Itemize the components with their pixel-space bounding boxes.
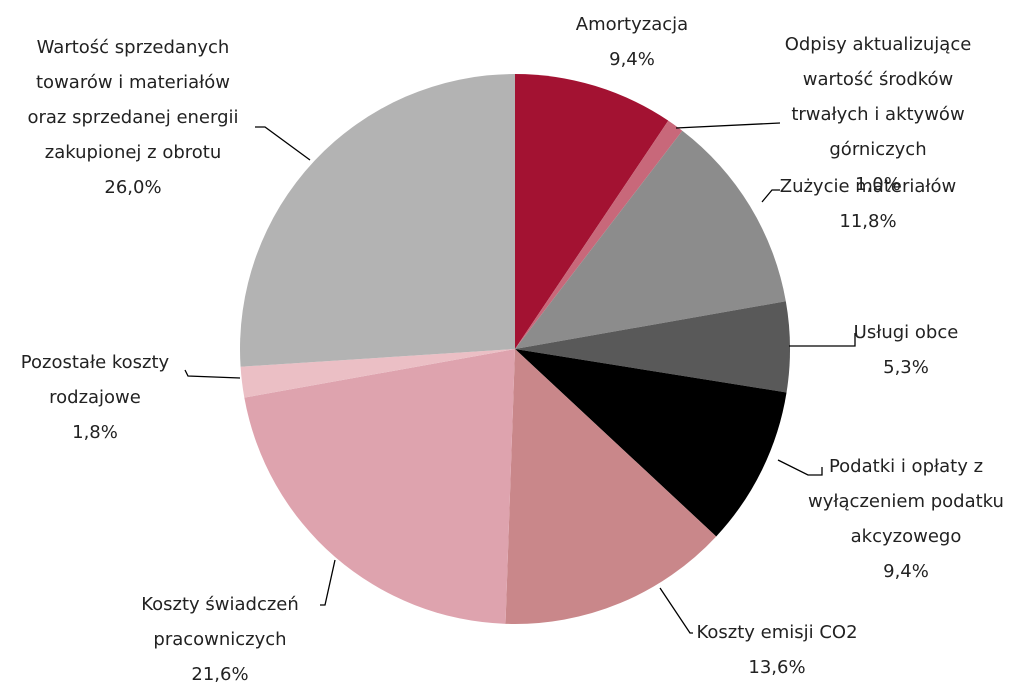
value-label: 9,4%: [609, 49, 655, 70]
leader-line: [777, 459, 823, 476]
value-label: 13,6%: [748, 657, 805, 678]
slice-label: Odpisy aktualizujące wartość środków trwał…: [785, 34, 972, 160]
leader-line: [320, 559, 336, 606]
slice-label: Podatki i opłaty z wyłączeniem podatku akc…: [808, 456, 1004, 547]
slice-label: Usługi obce: [854, 322, 959, 343]
value-label: 5,3%: [883, 357, 929, 378]
value-label: 21,6%: [191, 664, 248, 684]
leader-line: [789, 333, 856, 347]
slice-label: Wartość sprzedanych towarów i materiałów o…: [27, 37, 238, 163]
pie-slice: [515, 74, 669, 349]
value-label: 11,8%: [839, 211, 896, 232]
pie-slice: [515, 120, 683, 350]
slice-label: Koszty świadczeń pracowniczych: [141, 594, 299, 650]
slice-label: Amortyzacja: [576, 14, 688, 35]
leader-line: [675, 122, 781, 129]
slice-label: Pozostałe koszty rodzajowe: [21, 352, 170, 408]
pie-slice: [244, 349, 515, 624]
value-label: 1,8%: [72, 422, 118, 443]
pie-slice: [505, 349, 717, 624]
leader-line: [184, 369, 241, 379]
pie-slice: [240, 74, 515, 367]
slice-label: Zużycie materiałów: [780, 176, 957, 197]
slice-label: Koszty emisji CO2: [696, 622, 857, 643]
leader-line: [761, 189, 780, 203]
leader-line: [255, 126, 311, 161]
value-label: 9,4%: [883, 561, 929, 582]
pie-slice: [515, 130, 786, 349]
value-label: 26,0%: [104, 177, 161, 198]
pie-slice: [515, 301, 791, 393]
leader-line: [659, 587, 693, 634]
pie-slice: [515, 349, 787, 537]
value-label: 1,0%: [855, 174, 901, 195]
pie-slice: [240, 349, 515, 398]
